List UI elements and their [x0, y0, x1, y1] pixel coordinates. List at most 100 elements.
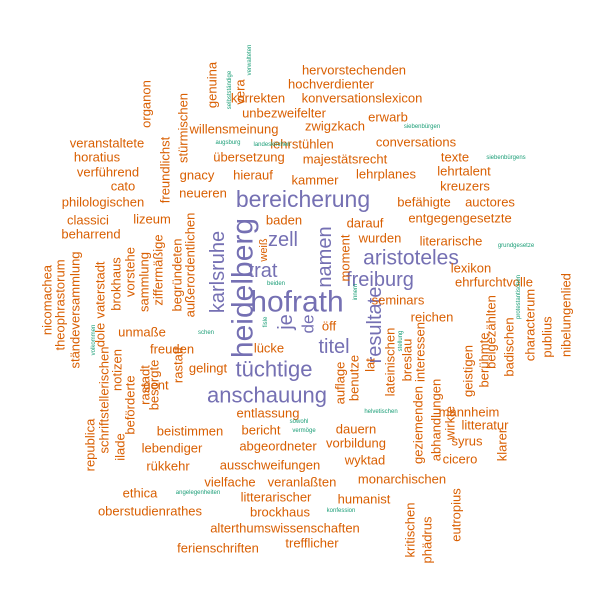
word-freundlichst: freundlichst [158, 136, 173, 203]
word-aristoteles: aristoteles [363, 247, 459, 270]
word-abhandlungen: abhandlungen [429, 379, 444, 461]
word-verfuehrend: verführend [77, 165, 139, 180]
word-dole: dole [93, 323, 108, 348]
word-publius: publius [540, 316, 555, 358]
word-literarische: literarische [420, 234, 483, 249]
word-landeskirchen: landeskirchen [253, 142, 290, 148]
word-unmasse: unmaße [118, 325, 166, 340]
word-vermoege: vermöge [292, 428, 316, 434]
word-beigezaehlten: beigezählten [484, 295, 499, 369]
word-syrus: syrus [451, 434, 483, 449]
word-beruehmte: berühmte [477, 333, 492, 388]
word-conversations: conversations [376, 135, 457, 150]
word-brockhaus: brockhaus [250, 505, 310, 520]
word-ziffermaessige: ziffermäßige [151, 234, 166, 305]
word-befaehigte: befähigte [397, 195, 451, 210]
word-wirkte: wirkte [443, 406, 458, 441]
word-fisle: fisle [263, 316, 269, 327]
word-litteratur: litteratur [462, 418, 510, 433]
word-stuermischen: stürmischen [176, 93, 191, 163]
word-organon: organon [139, 80, 154, 128]
word-ferienschriften: ferienschriften [177, 541, 259, 556]
word-kritischen: kritischen [403, 503, 418, 558]
word-grundgesetze: grundgesetze [498, 243, 535, 249]
word-wyktad: wyktad [344, 453, 385, 468]
word-badischen: badischen [502, 317, 517, 376]
word-trefflicher: trefflicher [285, 536, 339, 551]
word-vorstehe: vorstehe [123, 247, 138, 297]
word-ilade: ilade [113, 433, 128, 460]
word-heidelberg: heidelberg [227, 218, 260, 358]
word-notizen: notizen [110, 349, 125, 391]
word-horatius: horatius [74, 150, 121, 165]
word-konversationslexicon: konversationslexicon [302, 91, 423, 106]
word-benutze: benutze [347, 355, 362, 401]
word-trat: trat [249, 260, 278, 282]
word-lehrtalent: lehrtalent [437, 164, 491, 179]
word-tuechtige: tüchtige [235, 357, 312, 382]
word-de: de [299, 315, 318, 334]
word-beistimmen: beistimmen [157, 424, 223, 439]
word-zwigzkach: zwigzkach [305, 119, 365, 134]
word-schen: schen [198, 330, 214, 336]
word-sammlung: sammlung [137, 252, 152, 312]
word-stellung: stellung [398, 331, 404, 352]
word-entlassung: entlassung [237, 406, 300, 421]
word-beharrend: beharrend [61, 227, 120, 242]
word-abgeordneter: abgeordneter [239, 439, 317, 454]
word-darauf: darauf [347, 216, 384, 231]
word-je: je [275, 314, 297, 331]
word-veranstaltete: veranstaltete [70, 136, 144, 151]
word-nicomachea: nicomachea [40, 264, 55, 335]
word-unbezweifelter: unbezweifelter [242, 106, 326, 121]
word-angelegenheiten: angelegenheiten [176, 490, 220, 496]
word-geziemenden: geziemenden [411, 386, 426, 464]
word-reichen: reichen [411, 310, 454, 325]
word-auctores: auctores [465, 195, 515, 210]
word-innern: innern [353, 284, 359, 301]
word-characterum: characterum [523, 289, 538, 361]
word-baden: baden [266, 213, 302, 228]
word-namen: namen [314, 226, 336, 287]
word-rastatt: rastatt [171, 347, 186, 384]
word-verwalteten: verwalteten [247, 45, 253, 76]
word-vaterstadt: vaterstadt [93, 261, 108, 318]
word-nibelungenlied: nibelungenlied [559, 273, 574, 357]
word-auflage: auflage [333, 362, 348, 405]
word-weiss: weiß [258, 238, 270, 263]
word-befoerderte: beförderte [123, 375, 138, 434]
word-hochverdienter: hochverdienter [288, 77, 375, 92]
word-ehrfurchtvolle: ehrfurchtvolle [455, 275, 533, 290]
word-beiden: beiden [267, 281, 285, 287]
word-bereicherung: bereicherung [236, 186, 370, 212]
word-besorgte: besorgte [147, 360, 162, 411]
word-willensmeinung: willensmeinung [189, 122, 279, 137]
word-bericht: bericht [241, 423, 280, 438]
word-mannheim: mannheim [439, 405, 500, 420]
word-siebenbuergen: siebenbürgen [404, 124, 440, 130]
word-monarchischen: monarchischen [358, 472, 446, 487]
word-entgegengesetzte: entgegengesetzte [408, 211, 511, 226]
word-siebenbuergens: siebenbürgens [486, 155, 525, 161]
word-lebendiger: lebendiger [142, 441, 203, 456]
word-genuina: genuina [205, 61, 220, 108]
word-korrekten: korrekten [231, 91, 285, 106]
word-oberstudienrathes: oberstudienrathes [98, 504, 203, 519]
word-lehrplanes: lehrplanes [356, 167, 416, 182]
word-konfession: konfession [327, 508, 356, 514]
word-karlsruhe: karlsruhe [207, 231, 229, 313]
word-veranlassten: veranlaßten [268, 475, 337, 490]
word-eutropius: eutropius [449, 488, 464, 542]
word-theophrastorum: theophrastorum [53, 259, 68, 350]
word-anschauung: anschauung [207, 383, 327, 408]
word-breslau: breslau [400, 339, 415, 382]
word-moment: moment [338, 234, 353, 281]
word-uebersetzung: übersetzung [213, 150, 285, 165]
word-titel: titel [318, 336, 349, 358]
word-oeff: öff [322, 319, 337, 334]
word-augsburg: augsburg [215, 140, 240, 146]
word-ethica: ethica [123, 486, 158, 501]
word-selbststaendige: selbstständige [227, 70, 233, 109]
word-klarer: klarer [495, 428, 510, 461]
